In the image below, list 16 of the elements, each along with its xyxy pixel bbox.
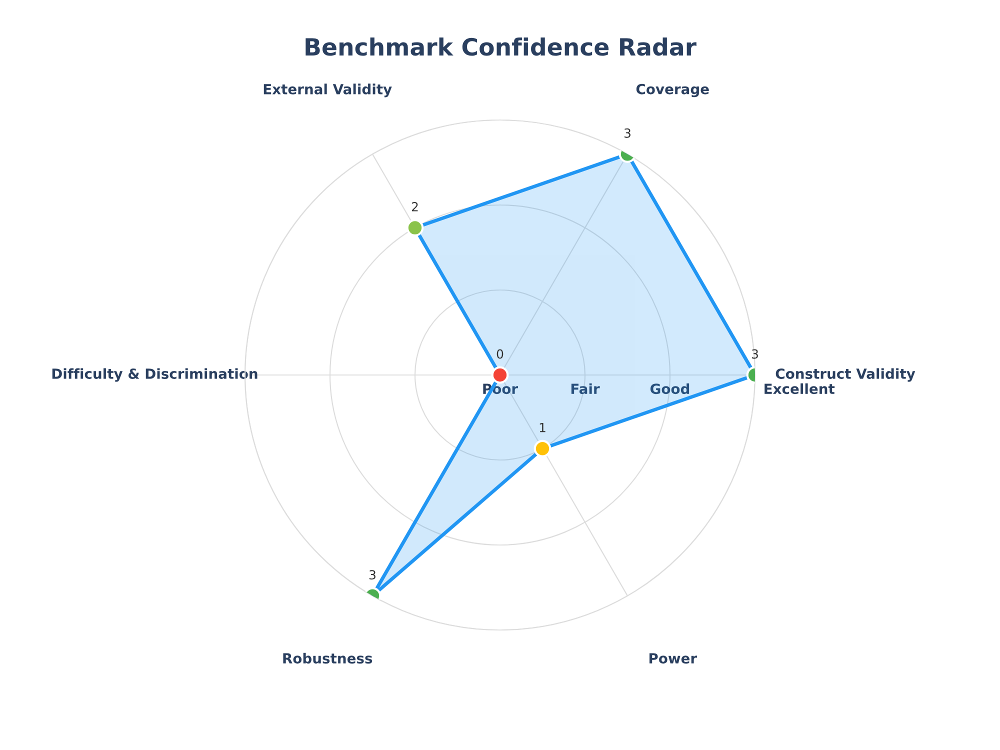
data-label: 3: [752, 349, 758, 359]
y-tick-label: Fair: [571, 383, 600, 394]
spoke-label: Coverage: [636, 84, 709, 98]
spoke-label: Robustness: [283, 652, 372, 664]
spoke-label: Construct Validity: [776, 368, 916, 382]
data-label: 3: [369, 570, 376, 580]
data-label: 1: [540, 423, 546, 432]
y-tick-label: Good: [650, 383, 690, 394]
y-tick-label: Excellent: [764, 383, 835, 394]
data-label: 2: [412, 202, 418, 212]
spoke-label: Difficulty & Discrimination: [52, 368, 258, 382]
spoke-label: Power: [650, 653, 698, 664]
data-label: 0: [496, 349, 504, 359]
data-label: 3: [624, 128, 630, 138]
chart-title: Benchmark Confidence Radar: [306, 38, 696, 56]
spoke-label: External Validity: [264, 84, 392, 98]
